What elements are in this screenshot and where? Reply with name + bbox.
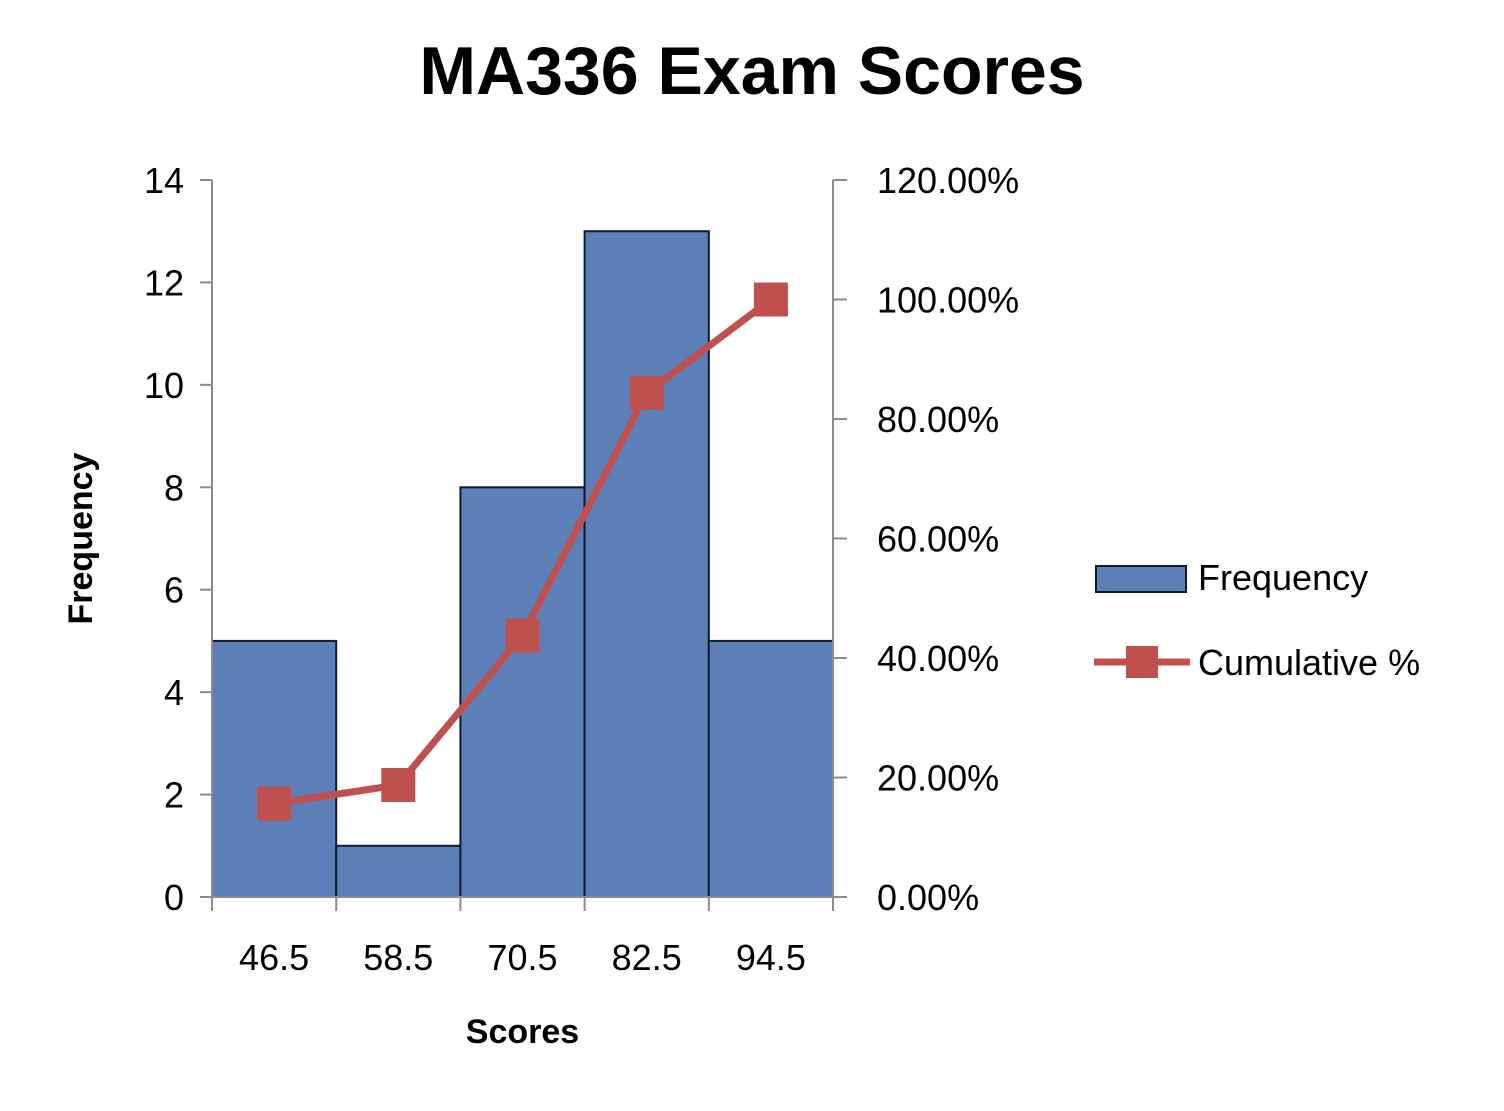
- cumulative-marker: [753, 282, 788, 317]
- y-tick-label: 4: [164, 672, 184, 713]
- cumulative-marker: [629, 375, 664, 410]
- y2-tick-label: 120.00%: [877, 160, 1019, 201]
- legend-label-cumulative: Cumulative %: [1198, 642, 1420, 683]
- legend: Frequency Cumulative %: [1094, 557, 1420, 683]
- y-tick-label: 6: [164, 570, 184, 611]
- y2-tick-label: 20.00%: [877, 758, 999, 799]
- y2-tick-label: 40.00%: [877, 638, 999, 679]
- cumulative-marker: [257, 786, 292, 821]
- y2-tick-label: 80.00%: [877, 399, 999, 440]
- y-tick-label: 0: [164, 877, 184, 918]
- y-axis-title: Frequency: [62, 452, 100, 624]
- frequency-bar: [335, 844, 462, 898]
- cumulative-marker: [505, 618, 540, 653]
- x-axis-title: Scores: [466, 1013, 579, 1051]
- x-tick-label: 82.5: [612, 937, 682, 978]
- y-tick-label: 10: [144, 365, 184, 406]
- cumulative-marker: [381, 767, 416, 802]
- frequency-bar: [211, 639, 338, 899]
- axes-layer: 0 2 4 6 8 10 12 14 0.00% 20.00% 40.00% 60.00% 80.00%…: [62, 160, 1019, 1051]
- y-tick-label: 8: [164, 467, 184, 508]
- legend-marker-cumulative: [1126, 646, 1158, 678]
- x-tick-label: 70.5: [487, 937, 557, 978]
- y2-tick-label: 100.00%: [877, 280, 1019, 321]
- y2-tick-label: 0.00%: [877, 877, 979, 918]
- legend-swatch-frequency: [1095, 565, 1187, 593]
- x-tick-label: 46.5: [239, 937, 309, 978]
- frequency-bar: [583, 230, 710, 898]
- y-tick-label: 2: [164, 775, 184, 816]
- frequency-bar: [707, 639, 834, 899]
- legend-label-frequency: Frequency: [1198, 557, 1368, 598]
- y-tick-label: 14: [144, 160, 184, 201]
- y2-tick-label: 60.00%: [877, 519, 999, 560]
- y-tick-label: 12: [144, 262, 184, 303]
- x-tick-label: 94.5: [736, 937, 806, 978]
- cumulative-line-layer: [257, 282, 788, 821]
- chart-title: MA336 Exam Scores: [419, 33, 1085, 109]
- x-tick-label: 58.5: [363, 937, 433, 978]
